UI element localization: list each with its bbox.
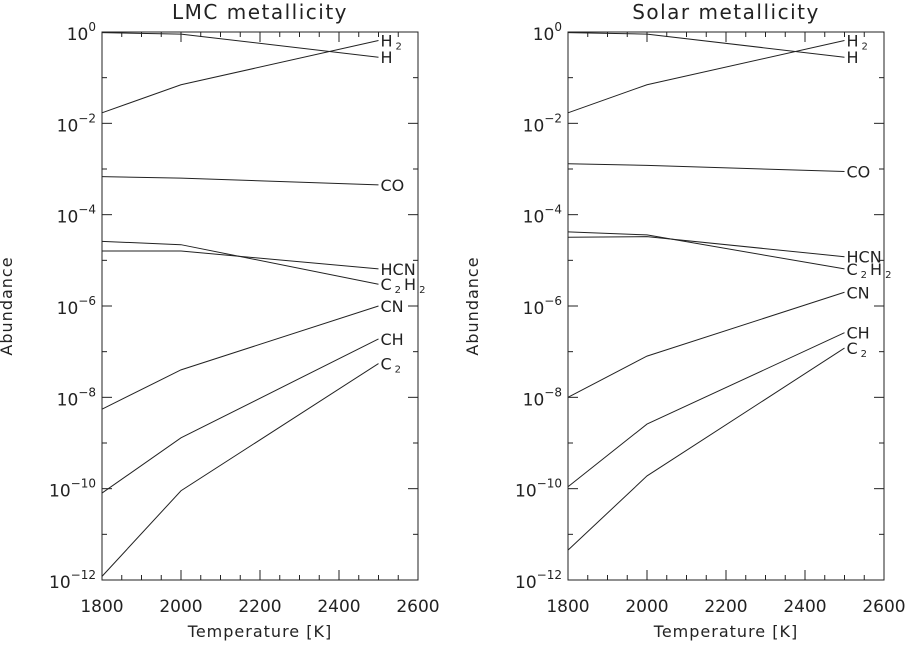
series-line-c2 (567, 347, 845, 551)
y-tick-label: 10−10 (49, 477, 96, 502)
chart-panel-1: LMC metallicity Temperature [K] Abundance 1… (0, 0, 440, 641)
x-tick-label: 1800 (546, 597, 589, 617)
series-label-ch: CH (381, 330, 404, 349)
y-tick-label: 100 (533, 20, 562, 45)
x-tick-label: 2200 (238, 597, 281, 617)
y-axis-label: Abundance (463, 256, 482, 355)
series-label-co: CO (847, 163, 871, 182)
x-tick-label: 1800 (80, 597, 123, 617)
series-label-ch: CH (847, 324, 870, 343)
series-line-c2 (101, 363, 379, 577)
x-tick-label: 2000 (159, 597, 202, 617)
plot-frame (101, 31, 419, 581)
y-tick-label: 10−2 (57, 111, 96, 136)
y-tick-label: 10−8 (523, 385, 562, 410)
y-tick-label: 10−6 (523, 294, 562, 319)
x-tick-label: 2200 (704, 597, 747, 617)
plot-frame (567, 31, 885, 581)
series-line-hcn (102, 250, 379, 270)
series-label-h: H (381, 48, 393, 67)
series-label-co: CO (381, 176, 405, 195)
y-tick-label: 10−6 (57, 294, 96, 319)
series-line-h (101, 32, 379, 58)
series-label-cn: CN (381, 297, 404, 316)
series-label-hcn: HCN (847, 248, 882, 267)
series-line-co (567, 163, 845, 173)
y-tick-label: 100 (67, 20, 96, 45)
series-line-h (567, 32, 845, 58)
x-tick-label: 2400 (783, 597, 826, 617)
x-axis-label: Temperature [K] (187, 622, 332, 641)
series-line-cn (101, 305, 379, 410)
series-line-ch (567, 332, 845, 488)
x-axis-label: Temperature [K] (653, 622, 798, 641)
series-label-cn: CN (847, 283, 870, 302)
series-line-c2h2 (101, 240, 379, 285)
series-label-h: H (847, 48, 859, 67)
y-tick-label: 10−2 (523, 111, 562, 136)
y-tick-label: 10−8 (57, 385, 96, 410)
series-line-co (101, 176, 379, 186)
y-tick-label: 10−12 (515, 568, 562, 593)
series-line-ch (101, 338, 379, 494)
y-tick-label: 10−4 (57, 203, 96, 228)
x-tick-label: 2400 (317, 597, 360, 617)
y-tick-label: 10−10 (515, 477, 562, 502)
chart-title: LMC metallicity (172, 0, 348, 24)
x-tick-label: 2600 (396, 597, 439, 617)
y-tick-label: 10−12 (49, 568, 96, 593)
chart-panel-2: Solar metallicity Temperature [K] Abundanc… (463, 0, 906, 641)
series-line-c2h2 (567, 231, 845, 270)
y-tick-label: 10−4 (523, 203, 562, 228)
x-tick-label: 2000 (625, 597, 668, 617)
series-label-hcn: HCN (381, 260, 416, 279)
x-tick-label: 2600 (862, 597, 905, 617)
chart-title: Solar metallicity (632, 0, 820, 24)
series-line-h2 (101, 40, 379, 114)
series-line-cn (567, 291, 845, 398)
y-axis-label: Abundance (0, 256, 16, 355)
series-line-hcn (567, 236, 845, 258)
series-line-h2 (567, 40, 845, 114)
